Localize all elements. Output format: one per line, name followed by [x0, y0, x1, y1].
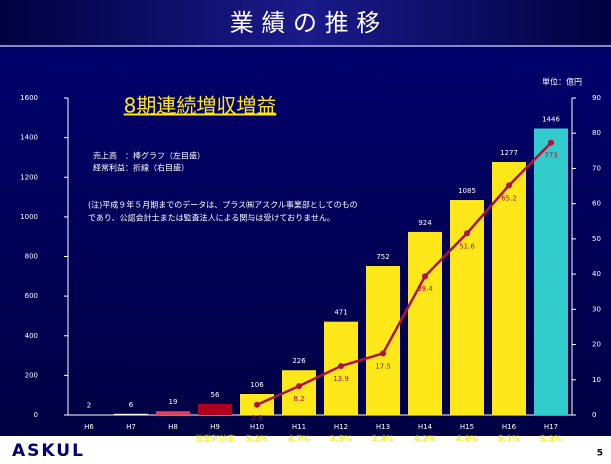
- header-bar: [0, 0, 611, 46]
- bar-label: 471: [334, 309, 347, 317]
- bar: [366, 266, 400, 415]
- x-tick-label: H8: [168, 423, 178, 431]
- bar-label: 106: [250, 381, 264, 389]
- profit-label: 2.9: [251, 414, 262, 422]
- unit: 単位：億円: [542, 77, 582, 87]
- bar: [198, 403, 232, 415]
- profit-line: [256, 141, 552, 406]
- bar-label: 1446: [542, 116, 560, 124]
- bar: [492, 161, 526, 415]
- legend-line: 経常利益：折線（右目盛）: [93, 163, 189, 173]
- bar-label: 226: [292, 357, 306, 365]
- y2-tick-label: 60: [592, 200, 601, 208]
- y-tick-label: 1600: [20, 94, 38, 102]
- headline: 8期連続増収増益: [124, 94, 277, 118]
- margin-label: 5.1%: [498, 435, 520, 444]
- x-tick-label: H15: [460, 423, 474, 431]
- margin-label: 4.8%: [456, 435, 478, 444]
- y2-tick-label: 10: [592, 376, 601, 384]
- y2-tick-label: 20: [592, 341, 601, 349]
- bar-label: 6: [129, 401, 134, 409]
- bar: [534, 128, 568, 416]
- profit-point: [464, 230, 470, 237]
- x-tick-label: H6: [84, 423, 94, 431]
- y2-tick-label: 40: [592, 270, 601, 278]
- bar-label: 2: [87, 402, 91, 410]
- profit-point: [548, 139, 554, 146]
- slide-title: 業 績 の 推 移: [230, 9, 381, 37]
- legend-line: 売上高 ：棒グラフ（左目盛）: [93, 151, 205, 161]
- y-tick-label: 1200: [20, 173, 38, 181]
- x-tick-label: H11: [292, 423, 306, 431]
- profit-label: 13.9: [333, 375, 349, 383]
- x-tick-label: H12: [334, 423, 348, 431]
- bar-label: 924: [418, 219, 432, 227]
- y-tick-label: 600: [25, 292, 38, 300]
- footer-bar: [0, 436, 611, 464]
- y-tick-label: 1000: [20, 213, 38, 221]
- bar: [282, 370, 316, 415]
- bar: [114, 413, 148, 415]
- margin-title: 営業利益率: [195, 434, 235, 444]
- x-tick-label: H17: [544, 423, 558, 431]
- bar: [408, 231, 442, 415]
- profit-label: 39.4: [417, 285, 433, 293]
- x-tick-label: H14: [418, 423, 433, 431]
- profit-point: [254, 401, 260, 408]
- y-tick-label: 400: [25, 332, 38, 340]
- bar: [156, 411, 190, 415]
- y2-tick-label: 50: [592, 235, 601, 243]
- x-tick-label: H13: [376, 423, 390, 431]
- margin-label: 2.4%: [372, 435, 394, 444]
- margin-label: 4.2%: [414, 435, 436, 444]
- x-tick-label: H10: [250, 423, 264, 431]
- y2-tick-label: 0: [592, 411, 596, 419]
- bar-label: 1277: [500, 149, 518, 157]
- note: (注)平成９年５月期までのデータは、プラス㈱アスクル事業部としてのもの: [88, 200, 358, 210]
- profit-point: [380, 350, 386, 357]
- bar-label: 752: [376, 253, 389, 261]
- logo: ASKUL: [12, 441, 85, 461]
- profit-label: 17.5: [375, 362, 391, 370]
- profit-point: [338, 363, 344, 370]
- page-number: 5: [597, 449, 603, 459]
- profit-label: 8.2: [293, 395, 304, 403]
- y-tick-label: 200: [25, 371, 38, 379]
- profit-point: [422, 273, 428, 280]
- bar-label: 1085: [458, 187, 476, 195]
- y2-tick-label: 90: [592, 94, 601, 102]
- margin-label: 5.2%: [246, 435, 268, 444]
- profit-point: [506, 182, 512, 189]
- x-tick-label: H9: [210, 423, 220, 431]
- y2-tick-label: 30: [592, 305, 601, 313]
- profit-label: 773: [544, 152, 557, 160]
- bar-label: 19: [169, 398, 178, 406]
- y-tick-label: 0: [34, 411, 38, 419]
- y2-tick-label: 70: [592, 164, 601, 172]
- profit-label: 65.2: [501, 194, 517, 202]
- x-tick-label: H16: [502, 423, 517, 431]
- profit-point: [296, 383, 302, 390]
- margin-label: 4.7%: [288, 435, 310, 444]
- y-tick-label: 1400: [20, 134, 38, 142]
- bar-label: 56: [211, 391, 220, 399]
- x-tick-label: H7: [126, 423, 136, 431]
- y-tick-label: 800: [25, 253, 38, 261]
- profit-label: 51.6: [459, 242, 475, 250]
- y2-tick-label: 80: [592, 129, 601, 137]
- note: であり、公認会計士または監査法人による関与は受けておりません。: [88, 213, 335, 223]
- margin-label: 5.3%: [540, 435, 562, 444]
- margin-label: 3.5%: [330, 435, 352, 444]
